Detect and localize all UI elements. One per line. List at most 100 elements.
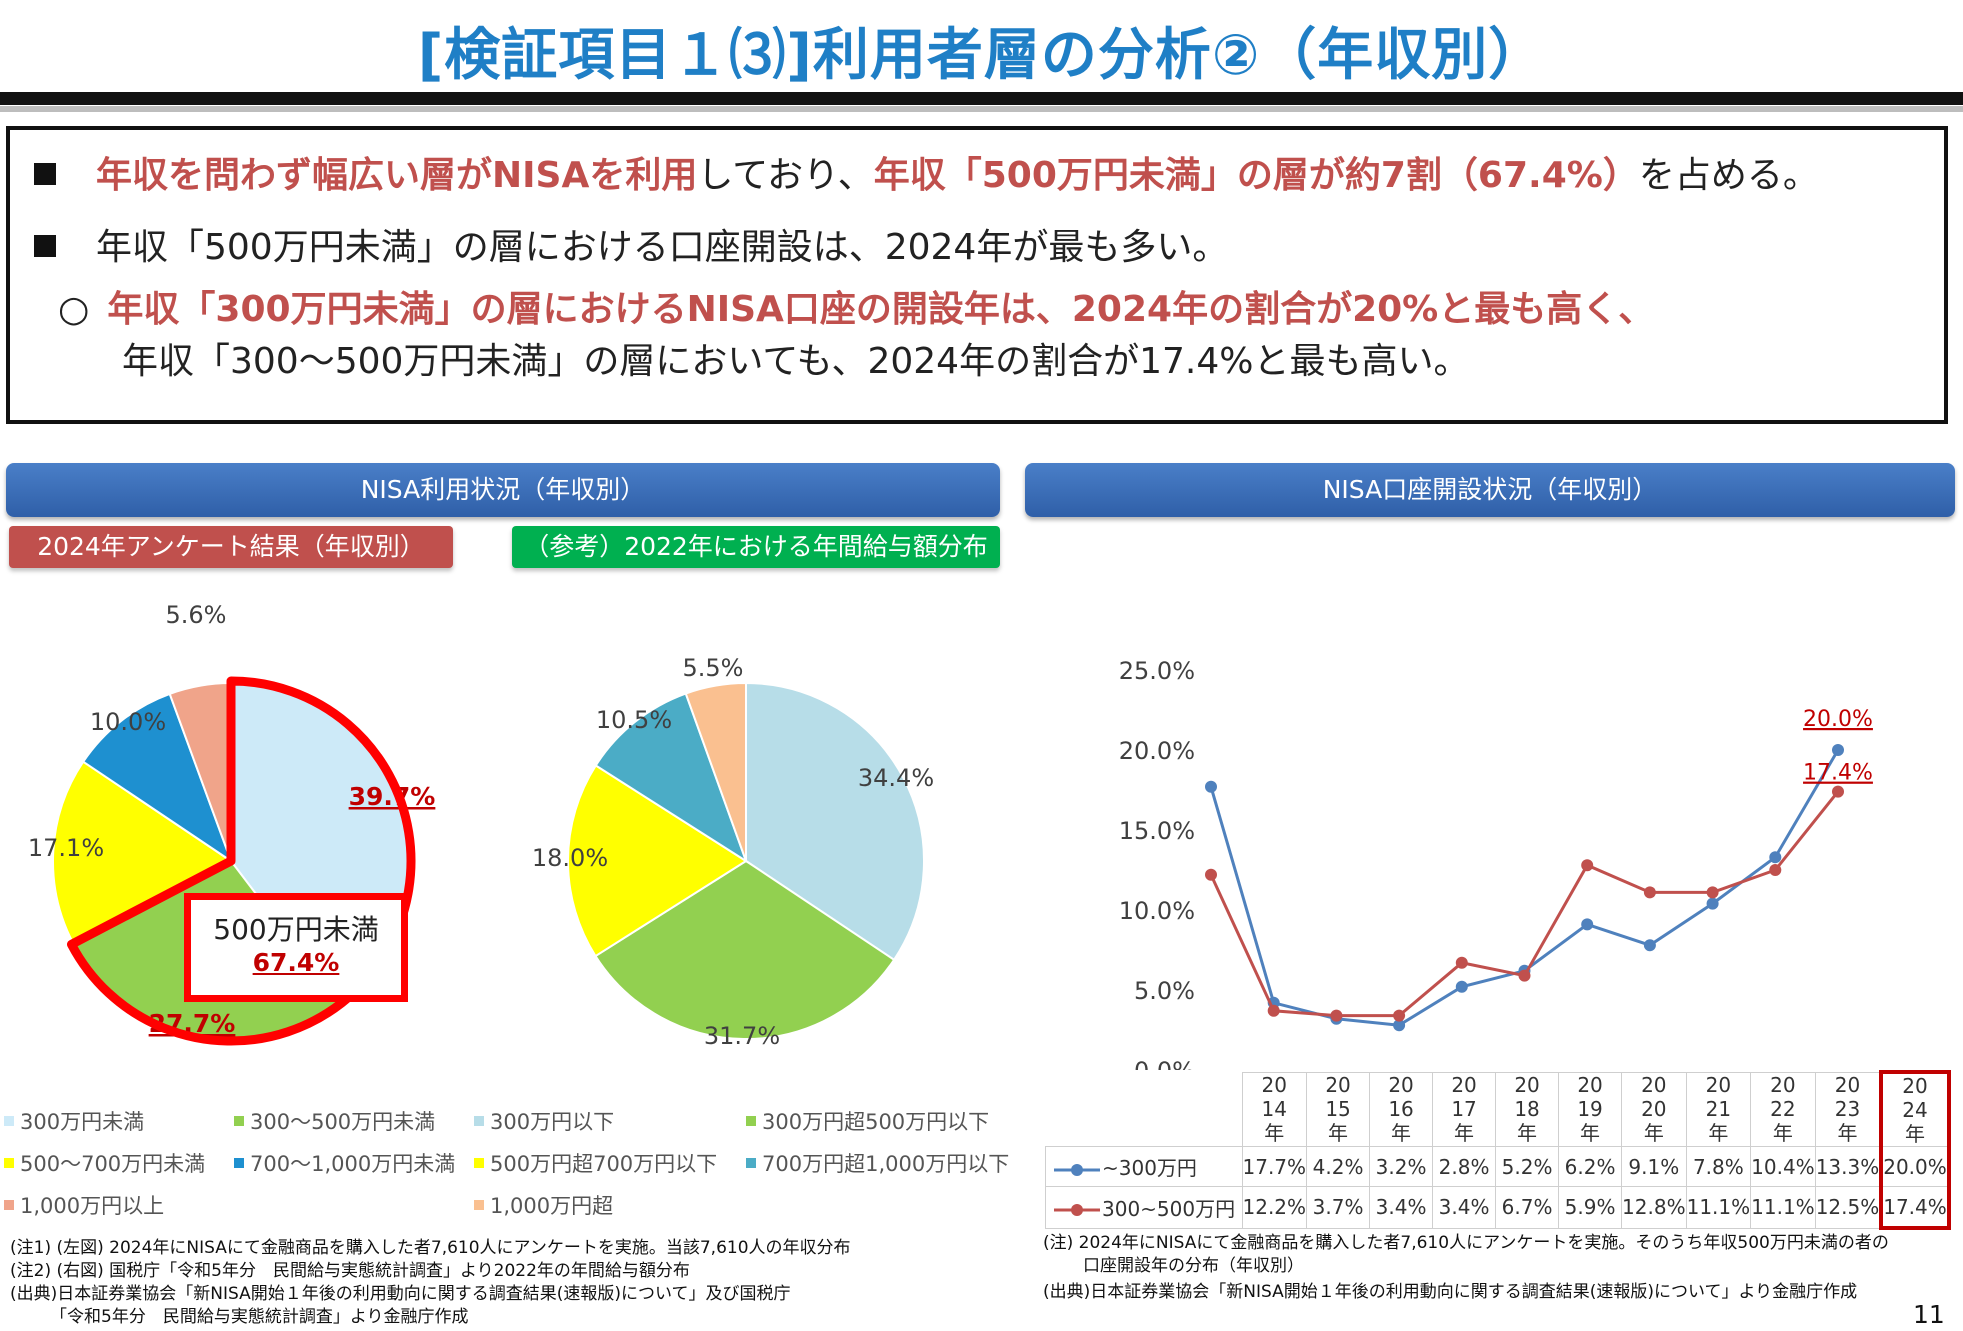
legend-item-ref-5m-7m: 500万円超700万円以下	[474, 1148, 717, 1178]
note-right-1: (注) 2024年にNISAにて金融商品を購入した者7,610人にアンケートを実…	[1043, 1233, 1889, 1253]
series-0-point	[1832, 744, 1844, 756]
series-0-point	[1581, 918, 1594, 931]
series-1-point	[1832, 785, 1844, 798]
table-cell: 6.2%	[1558, 1146, 1623, 1187]
series-0-point	[1769, 851, 1782, 864]
pie2-value-label: 10.5%	[596, 706, 672, 734]
table-year-header: 2024年	[1879, 1070, 1951, 1147]
table-year-header: 2018年	[1495, 1071, 1560, 1147]
title-rule-shadow	[0, 106, 1963, 112]
square-bullet-icon	[34, 235, 56, 257]
y-tick-label: 0.0%	[1134, 1057, 1195, 1070]
summary-line1-highlight-2: 年収「500万円未満」の層が約7割（67.4%）	[873, 155, 1639, 196]
series-0-point	[1393, 1019, 1406, 1032]
series-0-point	[1205, 780, 1217, 793]
callout-value: 67.4%	[252, 948, 340, 977]
table-cell: 5.2%	[1495, 1146, 1560, 1187]
legend-item-ref-3m-5m: 300万円超500万円以下	[746, 1106, 989, 1136]
legend-item-7m-10m: 700～1,000万円未満	[234, 1148, 455, 1178]
series-legend-label: ~300万円	[1102, 1156, 1197, 1180]
series-line-0	[1209, 749, 1840, 1027]
series-0-point	[1706, 897, 1719, 910]
y-tick-label: 5.0%	[1134, 977, 1195, 1005]
pie1-slice-2	[52, 760, 233, 945]
legend-item-under-3m: 300万円未満	[4, 1106, 144, 1136]
y-tick-label: 25.0%	[1119, 657, 1195, 685]
table-year-header: 2014年	[1241, 1071, 1308, 1147]
series-1-point	[1455, 956, 1468, 969]
note-left-3: (出典)日本証券業協会「新NISA開始１年後の利用動向に関する調査結果(速報版)…	[10, 1284, 791, 1304]
left-panel-header: NISA利用状況（年収別）	[6, 463, 1000, 517]
series-1-point	[1393, 1009, 1406, 1022]
series-1-point	[1581, 859, 1594, 872]
table-year-header: 2017年	[1432, 1071, 1497, 1147]
legend-item-ref-7m-10m: 700万円超1,000万円以下	[746, 1148, 1009, 1178]
note-right-3: (出典)日本証券業協会「新NISA開始１年後の利用動向に関する調査結果(速報版)…	[1043, 1282, 1858, 1302]
table-year-header: 2019年	[1558, 1071, 1623, 1147]
pie1-slice-3	[81, 692, 233, 864]
table-row: ~300万円 17.7% 4.2% 3.2% 2.8% 5.2% 6.2% 9.1% 7.8% 1…	[1045, 1146, 1951, 1187]
last-value-annotation: 17.4%	[1803, 761, 1873, 786]
square-bullet-icon	[34, 163, 56, 185]
pie-charts: 39.7%27.7%17.1%10.0%5.6% 34.4%31.7%18.0%…	[28, 601, 934, 1050]
table-cell: 5.9%	[1558, 1186, 1623, 1229]
table-cell: 12.8%	[1621, 1186, 1687, 1229]
table-cell: 12.5%	[1814, 1186, 1882, 1229]
title-rule	[0, 92, 1963, 105]
pie2-slice-1	[594, 859, 896, 1040]
table-cell: 11.1%	[1685, 1186, 1752, 1229]
note-left-2: (注2) (右図) 国税庁「令和5年分 民間給与実態統計調査」より2022年の年…	[10, 1261, 690, 1281]
note-left-4: 「令和5年分 民間給与実態統計調査」より金融庁作成	[50, 1307, 469, 1327]
table-cell: 9.1%	[1621, 1146, 1687, 1187]
legend-item-ref-under-3m: 300万円以下	[474, 1106, 614, 1136]
table-cell: 6.7%	[1495, 1186, 1560, 1229]
series-1-point	[1518, 969, 1531, 982]
summary-line-4: 年収「300～500万円未満」の層においても、2024年の割合が17.4%と最も…	[122, 332, 1469, 384]
table-cell: 12.2%	[1241, 1186, 1308, 1229]
pie2-value-label: 5.5%	[683, 654, 744, 682]
series-legend-label: 300~500万円	[1102, 1196, 1236, 1221]
page-title: [検証項目１⑶]利用者層の分析②（年収別）	[417, 23, 1546, 88]
table-cell: 20.0%	[1879, 1146, 1951, 1187]
table-row: 300~500万円 12.2% 3.7% 3.4% 3.4% 6.7% 5.9% 12.8% 1…	[1045, 1186, 1951, 1230]
table-cell: 7.8%	[1685, 1146, 1752, 1187]
legend-item-3m-5m: 300～500万円未満	[234, 1106, 435, 1136]
series-1-point	[1330, 1009, 1343, 1022]
table-cell: 2.8%	[1432, 1146, 1497, 1187]
summary-line1-text: しており、	[697, 155, 874, 196]
summary-line-1: 年収を問わず幅広い層がNISAを利用しており、年収「500万円未満」の層が約7割…	[34, 146, 1819, 198]
table-cell: 17.4%	[1879, 1186, 1951, 1230]
table-year-header: 2022年	[1750, 1071, 1816, 1147]
y-tick-label: 20.0%	[1119, 737, 1195, 765]
pie2-value-label: 31.7%	[704, 1022, 780, 1050]
series-line-1	[1209, 790, 1840, 1018]
pie1-value-label: 10.0%	[90, 708, 166, 736]
summary-line-3: ○ 年収「300万円未満」の層におけるNISA口座の開設年は、2024年の割合が2…	[58, 280, 1654, 332]
line-chart: 0.0% 5.0% 10.0% 15.0% 20.0% 25.0% 20.0% 17.4%	[1119, 657, 1873, 1070]
table-cell: 3.4%	[1432, 1186, 1497, 1229]
note-left-1: (注1) (左図) 2024年にNISAにて金融商品を購入した者7,610人にア…	[10, 1238, 851, 1258]
pie1-value-label: 5.6%	[166, 601, 227, 629]
y-tick-label: 10.0%	[1119, 897, 1195, 925]
table-cell: 11.1%	[1750, 1186, 1816, 1229]
page-number: 11	[1913, 1300, 1945, 1329]
series-0-point	[1455, 980, 1468, 993]
circle-bullet-icon: ○	[58, 289, 90, 330]
table-year-header: 2016年	[1369, 1071, 1434, 1147]
right-panel-header: NISA口座開設状況（年収別）	[1025, 463, 1955, 517]
table-year-header: 2023年	[1814, 1071, 1882, 1147]
summary-line1-highlight: 年収を問わず幅広い層がNISAを利用	[96, 155, 698, 196]
pie2-slice-2	[567, 764, 748, 958]
table-cell: 13.3%	[1814, 1146, 1882, 1187]
line-chart-data-table: 2014年 2015年 2016年 2017年 2018年 2019年 2020年 2021年…	[1045, 1070, 1951, 1230]
last-value-annotation: 20.0%	[1803, 707, 1873, 732]
table-cell: 3.7%	[1306, 1186, 1371, 1229]
pie2-value-label: 18.0%	[532, 844, 608, 872]
legend-item-over-10m: 1,000万円以上	[4, 1190, 164, 1220]
series-0-point	[1643, 939, 1656, 952]
table-cell: 17.7%	[1241, 1146, 1308, 1187]
table-year-header: 2021年	[1685, 1071, 1752, 1147]
table-cell: 3.4%	[1369, 1186, 1434, 1229]
summary-line1-end: を占める。	[1638, 155, 1819, 196]
table-cell: 4.2%	[1306, 1146, 1371, 1187]
